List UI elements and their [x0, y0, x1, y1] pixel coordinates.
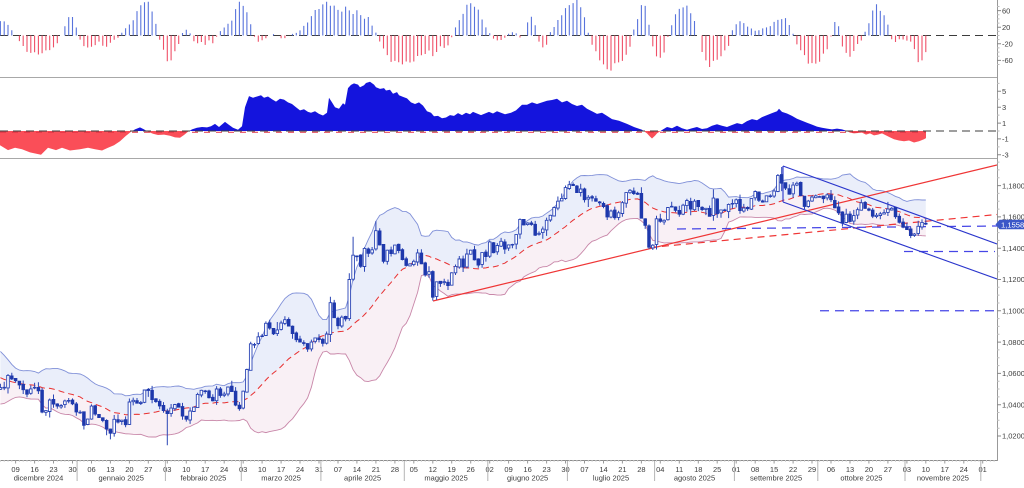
svg-text:60: 60 [1002, 6, 1010, 15]
svg-text:02: 02 [486, 465, 494, 474]
svg-text:30: 30 [561, 465, 569, 474]
svg-text:dicembre 2024: dicembre 2024 [14, 474, 64, 483]
svg-text:1,0800: 1,0800 [1002, 338, 1024, 347]
svg-text:ottobre 2025: ottobre 2025 [840, 474, 882, 483]
svg-text:19: 19 [448, 465, 456, 474]
svg-text:agosto 2025: agosto 2025 [674, 474, 715, 483]
svg-text:08: 08 [751, 465, 759, 474]
svg-text:18: 18 [694, 465, 702, 474]
svg-text:1,1800: 1,1800 [1002, 181, 1024, 190]
svg-text:21: 21 [618, 465, 626, 474]
svg-text:03: 03 [239, 465, 247, 474]
svg-text:16: 16 [523, 465, 531, 474]
svg-text:giugno 2025: giugno 2025 [507, 474, 548, 483]
svg-text:25: 25 [713, 465, 721, 474]
svg-text:17: 17 [941, 465, 949, 474]
svg-text:1,0200: 1,0200 [1002, 432, 1024, 441]
svg-text:01: 01 [732, 465, 740, 474]
svg-text:-1: -1 [1002, 135, 1009, 144]
svg-text:20: 20 [1002, 23, 1010, 32]
svg-text:23: 23 [542, 465, 550, 474]
svg-text:03: 03 [903, 465, 911, 474]
svg-text:1,1000: 1,1000 [1002, 307, 1024, 316]
svg-text:17: 17 [277, 465, 285, 474]
svg-text:07: 07 [580, 465, 588, 474]
svg-text:09: 09 [504, 465, 512, 474]
svg-text:03: 03 [163, 465, 171, 474]
svg-text:1: 1 [1002, 119, 1006, 128]
svg-text:16: 16 [30, 465, 38, 474]
svg-text:1,1600: 1,1600 [1002, 213, 1024, 222]
svg-text:1,0400: 1,0400 [1002, 400, 1024, 409]
svg-text:06: 06 [87, 465, 95, 474]
svg-text:20: 20 [125, 465, 133, 474]
svg-text:aprile 2025: aprile 2025 [344, 474, 381, 483]
svg-text:27: 27 [144, 465, 152, 474]
svg-text:22: 22 [789, 465, 797, 474]
svg-text:febbraio 2025: febbraio 2025 [180, 474, 226, 483]
svg-text:-3: -3 [1002, 151, 1009, 160]
svg-text:12: 12 [429, 465, 437, 474]
svg-text:luglio 2025: luglio 2025 [593, 474, 629, 483]
svg-text:24: 24 [960, 465, 968, 474]
svg-text:1,0600: 1,0600 [1002, 369, 1024, 378]
svg-text:10: 10 [922, 465, 930, 474]
svg-text:23: 23 [49, 465, 57, 474]
svg-text:settembre 2025: settembre 2025 [750, 474, 802, 483]
svg-text:-20: -20 [1002, 40, 1013, 49]
svg-text:10: 10 [182, 465, 190, 474]
svg-text:24: 24 [220, 465, 228, 474]
svg-text:09: 09 [11, 465, 19, 474]
svg-text:11: 11 [675, 465, 683, 474]
svg-text:3: 3 [1002, 103, 1006, 112]
svg-text:marzo 2025: marzo 2025 [261, 474, 301, 483]
svg-text:1,1200: 1,1200 [1002, 275, 1024, 284]
svg-text:13: 13 [106, 465, 114, 474]
svg-text:15: 15 [770, 465, 778, 474]
svg-text:20: 20 [865, 465, 873, 474]
svg-text:novembre 2025: novembre 2025 [917, 474, 969, 483]
svg-text:maggio 2025: maggio 2025 [424, 474, 467, 483]
svg-text:06: 06 [827, 465, 835, 474]
svg-text:31: 31 [315, 465, 323, 474]
svg-text:10: 10 [258, 465, 266, 474]
svg-text:28: 28 [391, 465, 399, 474]
svg-text:21: 21 [372, 465, 380, 474]
svg-text:30: 30 [68, 465, 76, 474]
svg-text:29: 29 [808, 465, 816, 474]
svg-text:1,1558: 1,1558 [1001, 220, 1024, 229]
svg-text:05: 05 [410, 465, 418, 474]
svg-text:-60: -60 [1002, 56, 1013, 65]
svg-text:14: 14 [353, 465, 361, 474]
svg-text:27: 27 [884, 465, 892, 474]
svg-text:17: 17 [201, 465, 209, 474]
svg-text:1,1400: 1,1400 [1002, 244, 1024, 253]
svg-text:13: 13 [846, 465, 854, 474]
svg-text:04: 04 [656, 465, 664, 474]
svg-text:14: 14 [599, 465, 607, 474]
svg-text:gennaio 2025: gennaio 2025 [98, 474, 143, 483]
svg-text:5: 5 [1002, 87, 1006, 96]
svg-text:26: 26 [467, 465, 475, 474]
svg-text:24: 24 [296, 465, 304, 474]
svg-text:28: 28 [637, 465, 645, 474]
svg-text:07: 07 [334, 465, 342, 474]
svg-text:01: 01 [979, 465, 987, 474]
